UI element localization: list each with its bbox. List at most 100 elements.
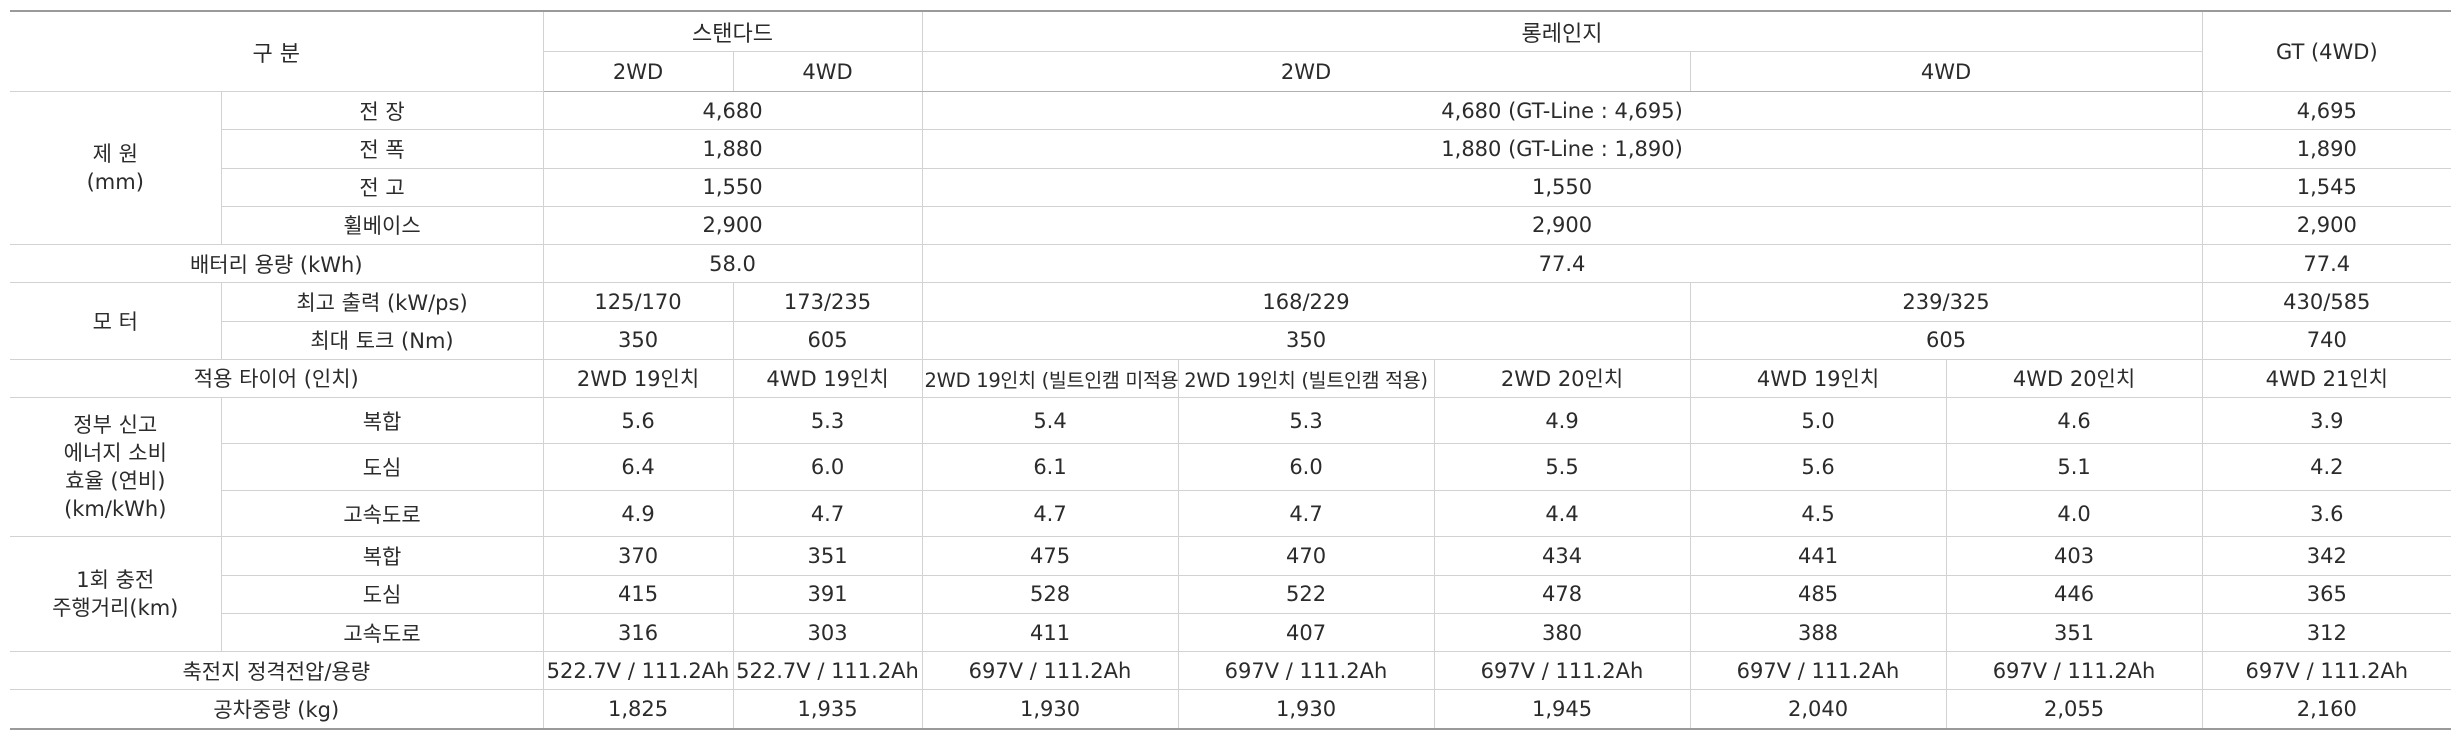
dimensions-group-label: 제 원 (mm) bbox=[10, 91, 222, 245]
curb-weight-value: 1,825 bbox=[542, 689, 734, 731]
range-value: 391 bbox=[732, 574, 923, 614]
torque-std-2wd: 350 bbox=[542, 320, 734, 360]
efficiency-value: 4.5 bbox=[1689, 489, 1947, 538]
efficiency-value: 3.6 bbox=[2201, 489, 2452, 538]
height-standard: 1,550 bbox=[542, 167, 923, 207]
range-value: 365 bbox=[2201, 574, 2452, 614]
width-label: 전 폭 bbox=[221, 129, 544, 169]
voltage-value: 697V / 111.2Ah bbox=[1177, 651, 1435, 691]
efficiency-value: 6.0 bbox=[1177, 443, 1435, 491]
range-value: 342 bbox=[2201, 536, 2452, 576]
length-gt: 4,695 bbox=[2201, 90, 2452, 131]
curb-weight-value: 1,930 bbox=[921, 689, 1179, 731]
efficiency-group-line4: (km/kWh) bbox=[64, 497, 167, 522]
efficiency-group-line3: 효율 (연비) bbox=[65, 469, 166, 494]
efficiency-value: 5.4 bbox=[921, 396, 1179, 445]
voltage-value: 697V / 111.2Ah bbox=[2201, 651, 2452, 691]
battery-long-range: 77.4 bbox=[921, 243, 2203, 284]
range-value: 485 bbox=[1689, 574, 1947, 614]
curb-weight-value: 2,055 bbox=[1945, 689, 2203, 731]
motor-group-label: 모 터 bbox=[10, 282, 222, 360]
width-standard: 1,880 bbox=[542, 129, 923, 169]
voltage-value: 697V / 111.2Ah bbox=[1945, 651, 2203, 691]
voltage-value: 697V / 111.2Ah bbox=[921, 651, 1179, 691]
range-group-label: 1회 충전 주행거리(km) bbox=[10, 536, 222, 653]
tire-value: 4WD 19인치 bbox=[1689, 358, 1947, 399]
efficiency-value: 4.7 bbox=[921, 489, 1179, 538]
efficiency-value: 4.9 bbox=[1433, 396, 1691, 445]
range-value: 441 bbox=[1689, 536, 1947, 576]
efficiency-row-label: 고속도로 bbox=[221, 489, 544, 538]
range-value: 411 bbox=[921, 612, 1179, 653]
wheelbase-gt: 2,900 bbox=[2201, 205, 2452, 246]
height-label: 전 고 bbox=[221, 167, 544, 207]
tire-value: 4WD 20인치 bbox=[1945, 358, 2203, 399]
range-value: 303 bbox=[732, 612, 923, 653]
range-value: 446 bbox=[1945, 574, 2203, 614]
length-long-range: 4,680 (GT-Line : 4,695) bbox=[921, 90, 2203, 131]
range-row-label: 고속도로 bbox=[221, 612, 544, 653]
length-label: 전 장 bbox=[220, 90, 544, 131]
range-row-label: 도심 bbox=[221, 574, 544, 614]
voltage-value: 697V / 111.2Ah bbox=[1689, 651, 1947, 691]
efficiency-value: 4.2 bbox=[2201, 443, 2452, 491]
tire-value: 2WD 20인치 bbox=[1433, 358, 1691, 399]
curb-weight-value: 2,160 bbox=[2201, 689, 2452, 731]
range-value: 434 bbox=[1433, 536, 1691, 576]
power-lr-4wd: 239/325 bbox=[1689, 282, 2203, 322]
range-value: 470 bbox=[1177, 536, 1435, 576]
efficiency-value: 5.5 bbox=[1433, 443, 1691, 491]
efficiency-value: 4.7 bbox=[732, 489, 923, 538]
battery-standard: 58.0 bbox=[542, 243, 923, 284]
range-value: 528 bbox=[921, 574, 1179, 614]
torque-gt: 740 bbox=[2201, 320, 2452, 360]
range-value: 407 bbox=[1177, 612, 1435, 653]
height-gt: 1,545 bbox=[2201, 167, 2452, 207]
torque-lr-4wd: 605 bbox=[1689, 320, 2203, 360]
curb-weight-label: 공차중량 (kg) bbox=[10, 689, 544, 731]
length-standard: 4,680 bbox=[542, 90, 923, 131]
dimensions-group-line2: (mm) bbox=[86, 170, 144, 194]
power-std-2wd: 125/170 bbox=[542, 282, 734, 322]
header-lr-4wd: 4WD bbox=[1689, 51, 2203, 92]
efficiency-value: 4.4 bbox=[1433, 489, 1691, 538]
range-value: 351 bbox=[732, 536, 923, 576]
range-value: 316 bbox=[542, 612, 734, 653]
efficiency-value: 4.6 bbox=[1945, 396, 2203, 445]
range-value: 475 bbox=[921, 536, 1179, 576]
tire-value: 2WD 19인치 (빌트인캠 적용) bbox=[1177, 358, 1435, 399]
tire-value: 4WD 19인치 bbox=[732, 358, 923, 399]
header-long-range: 롱레인지 bbox=[921, 10, 2203, 52]
efficiency-row-label: 도심 bbox=[221, 443, 544, 491]
range-value: 415 bbox=[542, 574, 734, 614]
curb-weight-value: 1,935 bbox=[732, 689, 923, 731]
range-value: 478 bbox=[1433, 574, 1691, 614]
efficiency-row-label: 복합 bbox=[220, 396, 544, 445]
battery-label: 배터리 용량 (kWh) bbox=[10, 243, 544, 284]
range-value: 312 bbox=[2201, 612, 2452, 653]
efficiency-value: 6.0 bbox=[732, 443, 923, 491]
header-gt: GT (4WD) bbox=[2201, 10, 2452, 92]
efficiency-value: 5.6 bbox=[1689, 443, 1947, 491]
voltage-label: 축전지 정격전압/용량 bbox=[10, 651, 544, 691]
efficiency-value: 4.9 bbox=[542, 489, 734, 538]
torque-lr-2wd: 350 bbox=[921, 320, 1691, 360]
header-std-4wd: 4WD bbox=[732, 51, 923, 92]
header-standard: 스탠다드 bbox=[542, 10, 923, 52]
efficiency-value: 5.3 bbox=[1177, 396, 1435, 445]
efficiency-group-line2: 에너지 소비 bbox=[63, 441, 167, 466]
width-long-range: 1,880 (GT-Line : 1,890) bbox=[921, 129, 2203, 169]
efficiency-group-label: 정부 신고 에너지 소비 효율 (연비) (km/kWh) bbox=[10, 396, 222, 538]
efficiency-value: 5.3 bbox=[732, 396, 923, 445]
efficiency-value: 6.1 bbox=[921, 443, 1179, 491]
range-value: 370 bbox=[542, 536, 734, 576]
curb-weight-value: 2,040 bbox=[1689, 689, 1947, 731]
efficiency-value: 5.1 bbox=[1945, 443, 2203, 491]
battery-gt: 77.4 bbox=[2201, 243, 2452, 284]
tire-value: 2WD 19인치 (빌트인캠 미적용) bbox=[921, 358, 1179, 399]
efficiency-group-line1: 정부 신고 bbox=[73, 413, 158, 438]
range-value: 380 bbox=[1433, 612, 1691, 653]
efficiency-value: 4.7 bbox=[1177, 489, 1435, 538]
dimensions-group-line1: 제 원 bbox=[92, 142, 138, 166]
efficiency-value: 5.0 bbox=[1689, 396, 1947, 445]
